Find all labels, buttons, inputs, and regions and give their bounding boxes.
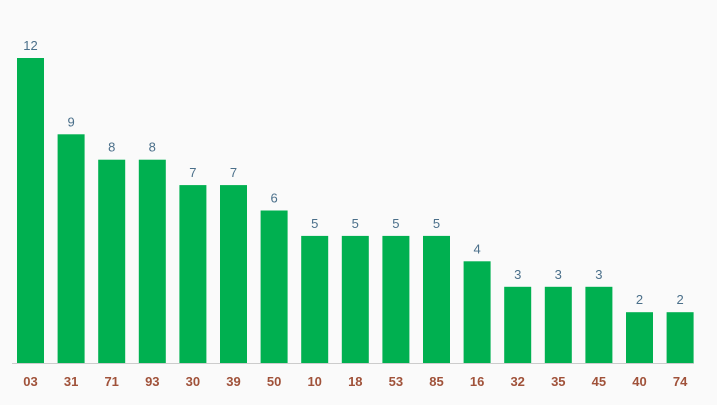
bar-value-label: 7 [189,165,196,180]
bar-value-label: 3 [514,267,521,282]
bar-value-label: 2 [636,292,643,307]
bar-value-label: 3 [555,267,562,282]
x-tick-label: 71 [104,374,118,389]
bar-39 [220,185,247,363]
bar-45 [585,286,613,364]
bar-32 [504,286,532,364]
bars-group [17,58,694,364]
bar-value-label: 5 [352,216,359,231]
bar-value-label: 5 [392,216,399,231]
x-tick-label: 39 [226,374,240,389]
x-tick-label: 18 [348,374,362,389]
x-tick-label: 10 [307,374,321,389]
bar-53 [382,235,410,363]
bar-value-label: 9 [67,114,74,129]
value-labels-group: 12 9 8 8 7 7 6 5 5 5 5 4 3 3 3 2 2 [23,38,683,307]
x-tick-label: 50 [267,374,281,389]
x-tick-label: 31 [64,374,78,389]
bar-18 [341,235,369,363]
bar-value-label: 4 [473,241,480,256]
x-tick-label: 03 [23,374,37,389]
bar-value-label: 5 [433,216,440,231]
bar-35 [544,286,572,364]
x-tick-label: 35 [551,374,565,389]
x-tick-label: 16 [470,374,484,389]
x-tick-label: 85 [429,374,443,389]
bar-10 [301,235,329,363]
bar-value-label: 12 [23,38,37,53]
bar-71 [98,159,126,363]
bar-value-label: 5 [311,216,318,231]
bar-value-label: 8 [149,140,156,155]
bar-value-label: 2 [676,292,683,307]
bar-30 [179,185,207,363]
x-tick-label: 74 [673,374,688,389]
x-tick-label: 40 [632,374,646,389]
x-tick-label: 53 [389,374,403,389]
bar-40 [626,312,653,363]
bar-74 [666,312,694,363]
x-tick-label: 45 [592,374,606,389]
bar-value-label: 6 [270,191,277,206]
bar-16 [463,261,491,363]
bar-31 [57,134,85,364]
bar-93 [138,159,166,363]
bar-50 [260,210,288,363]
x-tick-label: 30 [186,374,200,389]
bar-value-label: 3 [595,267,602,282]
x-tick-labels-group: 03 31 71 93 30 39 50 10 18 53 85 16 32 35 45 40 74 [23,374,688,389]
bar-value-label: 8 [108,140,115,155]
bar-03 [17,58,44,363]
x-tick-label: 93 [145,374,159,389]
bar-value-label: 7 [230,165,237,180]
x-tick-label: 32 [510,374,524,389]
bar-85 [423,235,450,363]
